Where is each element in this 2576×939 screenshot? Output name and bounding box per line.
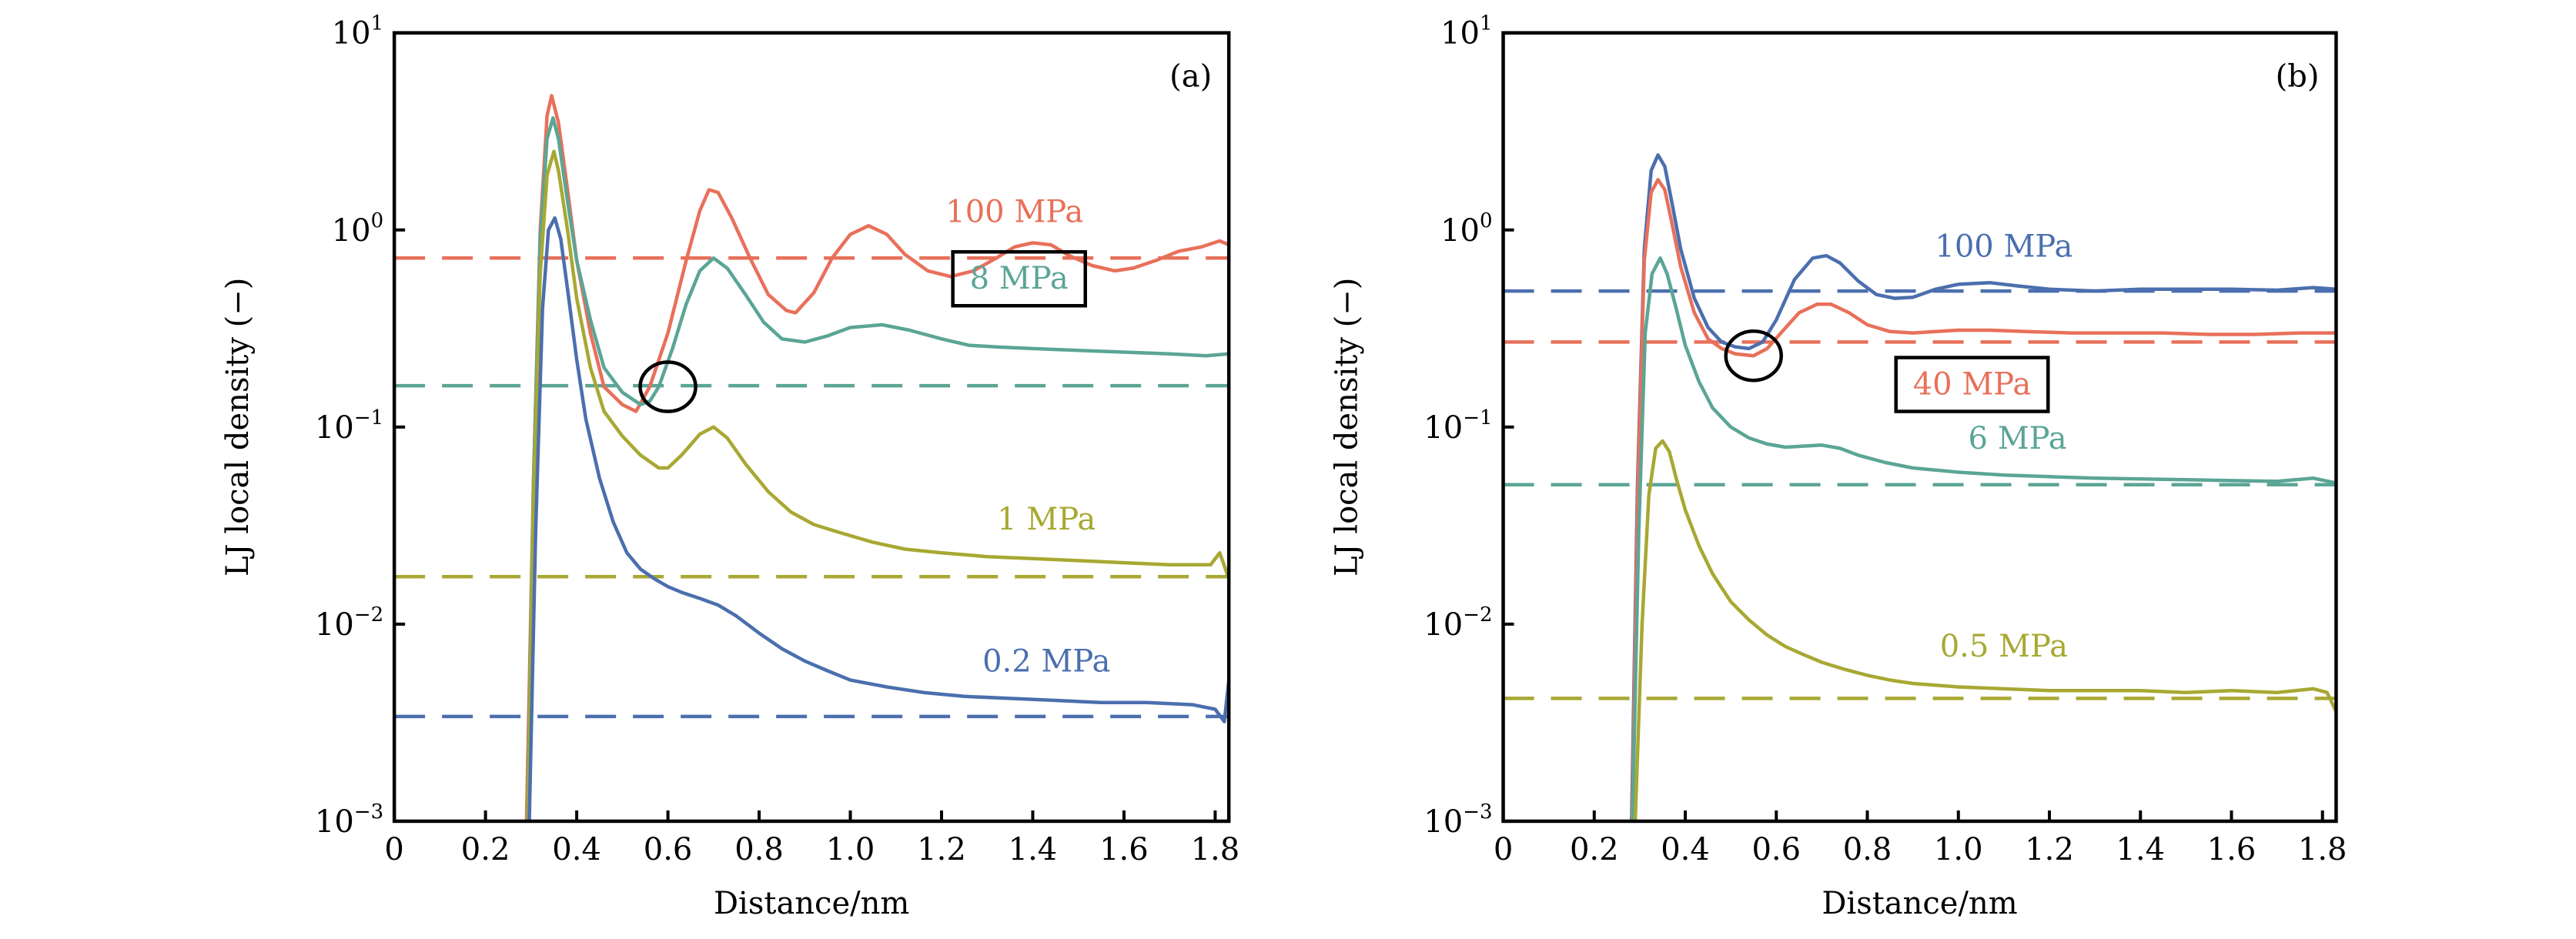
panel-label: (a) — [1169, 59, 1212, 95]
y-tick-label-base: 10 — [1423, 607, 1463, 643]
y-tick-label-exponent: −2 — [1463, 603, 1492, 627]
series-label: 6 MPa — [1969, 421, 2067, 456]
x-tick-label: 0.4 — [552, 832, 601, 867]
x-axis-label: Distance/nm — [1822, 886, 2017, 921]
x-tick-label: 0.4 — [1661, 832, 1710, 867]
y-tick-label-exponent: 1 — [1480, 12, 1493, 35]
y-tick-label-base: 10 — [315, 410, 354, 446]
panel-b: 100 MPa 40 MPa 6 MPa 0.5 MPa 0 0.2 0.4 0.6 0.8 1.… — [1330, 12, 2347, 921]
series-line-8-mpa — [525, 115, 1229, 821]
series-label: 40 MPa — [1913, 367, 2032, 403]
x-tick-label: 1.6 — [1099, 832, 1149, 867]
series-line-1-mpa — [526, 149, 1229, 821]
series-label-box — [951, 249, 1087, 308]
series-label-box — [1894, 356, 2050, 413]
y-tick-label: 10−3 — [1423, 800, 1492, 840]
x-tick-label: 0 — [1494, 832, 1513, 867]
y-tick-label: 100 — [1440, 209, 1492, 249]
y-tick-label-exponent: −1 — [354, 406, 383, 429]
x-tick-label: 0.2 — [1570, 832, 1619, 867]
y-tick-label-exponent: −3 — [354, 800, 383, 824]
x-tick-label: 0.8 — [734, 832, 784, 867]
series-line-100-mpa — [524, 94, 1229, 821]
series-label: 100 MPa — [945, 194, 1083, 229]
series-label: 0.5 MPa — [1940, 629, 2068, 664]
x-tick-label: 0.6 — [644, 832, 693, 867]
y-axis-label: LJ local density (−) — [1330, 278, 1365, 576]
series-line-0.2-mpa — [527, 216, 1229, 821]
annotation-ellipse — [1724, 329, 1783, 383]
y-tick-label: 100 — [332, 209, 383, 249]
y-tick-label: 10−2 — [315, 603, 383, 643]
y-tick-label-base: 10 — [1440, 16, 1480, 52]
series-line-0.5-mpa — [1633, 439, 2337, 821]
y-tick-label-base: 10 — [332, 16, 371, 52]
y-tick-label-exponent: 1 — [371, 12, 384, 35]
y-tick-label-base: 10 — [1423, 804, 1463, 840]
panel-a: 100 MPa 8 MPa 1 MPa 0.2 MPa 0 0.2 0.4 0.6 0.8 1.0… — [220, 12, 1239, 921]
y-tick-label-base: 10 — [315, 607, 354, 643]
series-line-6-mpa — [1631, 256, 2337, 821]
y-tick-label-base: 10 — [315, 804, 354, 840]
x-tick-label: 1.8 — [1191, 832, 1240, 867]
series-label: 100 MPa — [1935, 229, 2073, 265]
x-tick-label: 1.2 — [2025, 832, 2074, 867]
y-tick-label: 101 — [332, 12, 383, 52]
y-axis-label: LJ local density (−) — [220, 278, 256, 576]
y-tick-label: 10−2 — [1423, 603, 1492, 643]
y-tick-label-base: 10 — [1440, 213, 1480, 249]
x-tick-label: 0.8 — [1843, 832, 1892, 867]
plot-frame — [1501, 31, 2338, 824]
x-tick-label: 1.2 — [917, 832, 966, 867]
y-tick-label-exponent: −2 — [354, 603, 383, 627]
series-line-40-mpa — [1630, 178, 2337, 821]
y-tick-label: 10−1 — [315, 406, 383, 446]
y-tick-label-exponent: 0 — [1480, 209, 1493, 232]
annotation-ellipse — [638, 360, 698, 413]
x-tick-label: 1.4 — [1009, 832, 1058, 867]
series-label: 0.2 MPa — [982, 643, 1110, 679]
y-tick-label-base: 10 — [332, 213, 371, 249]
x-tick-label: 1.6 — [2207, 832, 2257, 867]
y-tick-label: 101 — [1440, 12, 1492, 52]
series-line-100-mpa — [1630, 153, 2337, 821]
x-tick-label: 0.2 — [461, 832, 510, 867]
x-tick-label: 1.4 — [2116, 832, 2165, 867]
y-tick-label: 10−3 — [315, 800, 383, 840]
x-tick-label: 1.0 — [826, 832, 875, 867]
series-label: 8 MPa — [970, 261, 1069, 296]
y-tick-label-exponent: −1 — [1463, 406, 1492, 429]
y-tick-label-base: 10 — [1423, 410, 1463, 446]
x-tick-label: 0 — [384, 832, 403, 867]
plot-data — [394, 94, 1229, 821]
series-label: 1 MPa — [997, 502, 1096, 537]
x-tick-label: 0.6 — [1751, 832, 1801, 867]
y-tick-label: 10−1 — [1423, 406, 1492, 446]
plot-data — [1503, 153, 2337, 821]
x-axis-label: Distance/nm — [714, 886, 909, 921]
y-tick-label-exponent: −3 — [1463, 800, 1492, 824]
x-tick-label: 1.0 — [1934, 832, 1983, 867]
y-tick-label-exponent: 0 — [371, 209, 384, 232]
panel-label: (b) — [2276, 59, 2320, 95]
x-tick-label: 1.8 — [2298, 832, 2347, 867]
